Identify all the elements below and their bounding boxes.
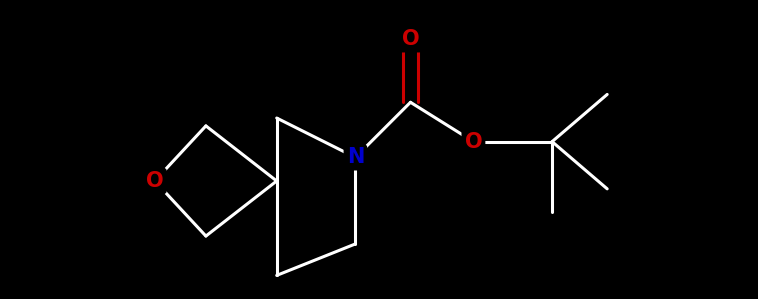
Text: N: N	[346, 147, 364, 167]
Text: O: O	[146, 171, 164, 191]
Text: O: O	[402, 29, 419, 49]
Text: O: O	[465, 132, 482, 152]
